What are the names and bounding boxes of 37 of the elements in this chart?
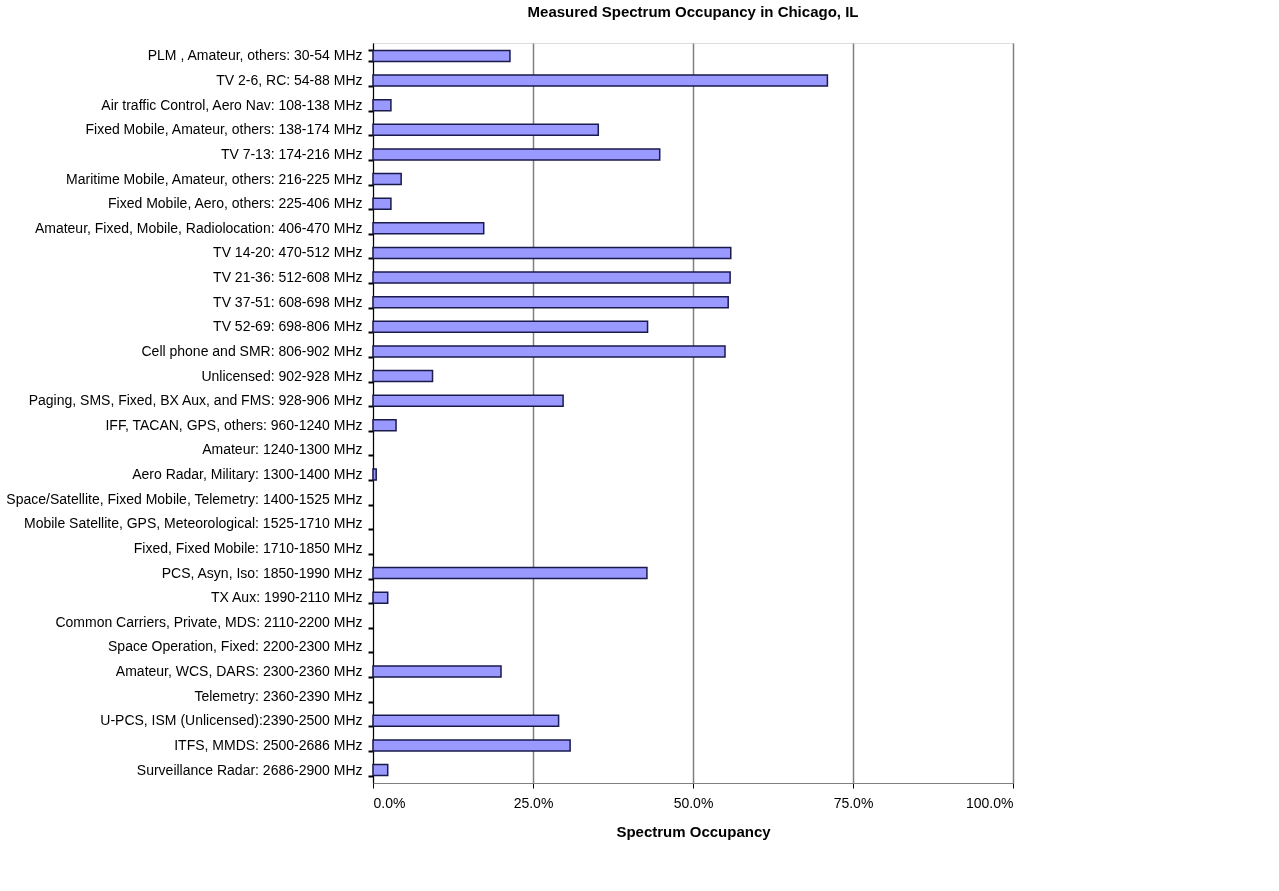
y-tick-label: Unlicensed: 902-928 MHz (201, 367, 363, 384)
y-tick-label: TV 2-6, RC: 54-88 MHz (216, 72, 363, 89)
y-tick-label: Aero Radar, Military: 1300-1400 MHz (132, 466, 363, 483)
y-tick-label: Fixed Mobile, Amateur, others: 138-174 MHz (85, 121, 363, 138)
y-tick-label: Amateur, Fixed, Mobile, Radiolocation: 406-470 MHz (34, 219, 363, 236)
y-tick-label: TV 52-69: 698-806 MHz (213, 318, 363, 335)
y-tick-label: TV 14-20: 470-512 MHz (213, 244, 363, 261)
y-tick-label: IFF, TACAN, GPS, others: 960-1240 MHz (105, 416, 363, 433)
y-tick-label: Air traffic Control, Aero Nav: 108-138 MHz (101, 96, 363, 113)
y-tick-label: Space Operation, Fixed: 2200-2300 MHz (108, 638, 363, 655)
x-axis-title: Spectrum Occupancy (616, 822, 772, 840)
x-tick-label: 100.0% (966, 794, 1014, 811)
y-tick-label: Space/Satellite, Fixed Mobile, Telemetry: 1400-1525 MHz (6, 490, 363, 507)
y-tick-label: TV 21-36: 512-608 MHz (213, 269, 363, 286)
y-tick-label: Mobile Satellite, GPS, Meteorological: 1525-1710 MHz (23, 515, 363, 532)
y-tick-label: TV 7-13: 174-216 MHz (220, 145, 363, 162)
y-tick-label: Telemetry: 2360-2390 MHz (194, 687, 363, 704)
y-tick-label: TV 37-51: 608-698 MHz (213, 293, 363, 310)
y-tick-label: TX Aux: 1990-2110 MHz (211, 589, 363, 606)
y-tick-label: Fixed, Fixed Mobile: 1710-1850 MHz (133, 539, 363, 556)
y-tick-label: Amateur: 1240-1300 MHz (202, 441, 363, 458)
y-tick-label: U-PCS, ISM (Unlicensed):2390-2500 MHz (100, 712, 363, 729)
y-tick-label: Surveillance Radar: 2686-2900 MHz (136, 761, 363, 778)
y-tick-label: Paging, SMS, Fixed, BX Aux, and FMS: 928-906 MHz (28, 392, 363, 409)
y-tick-label: Amateur, WCS, DARS: 2300-2360 MHz (115, 663, 363, 680)
chart-title: Measured Spectrum Occupancy in Chicago, IL (527, 3, 859, 20)
y-tick-label: Common Carriers, Private, MDS: 2110-2200 MHz (55, 613, 363, 630)
y-tick-label: PLM , Amateur, others: 30-54 MHz (147, 47, 363, 64)
x-tick-label: 0.0% (373, 794, 406, 811)
y-tick-label: Maritime Mobile, Amateur, others: 216-225 MHz (66, 170, 363, 187)
x-tick-label: 50.0% (673, 794, 714, 811)
y-tick-label: Fixed Mobile, Aero, others: 225-406 MHz (108, 195, 363, 212)
y-tick-label: PCS, Asyn, Iso: 1850-1990 MHz (161, 564, 363, 581)
y-tick-label: Cell phone and SMR: 806-902 MHz (141, 342, 363, 359)
x-tick-label: 75.0% (833, 794, 874, 811)
x-tick-label: 25.0% (513, 794, 554, 811)
y-tick-label: ITFS, MMDS: 2500-2686 MHz (174, 736, 363, 753)
